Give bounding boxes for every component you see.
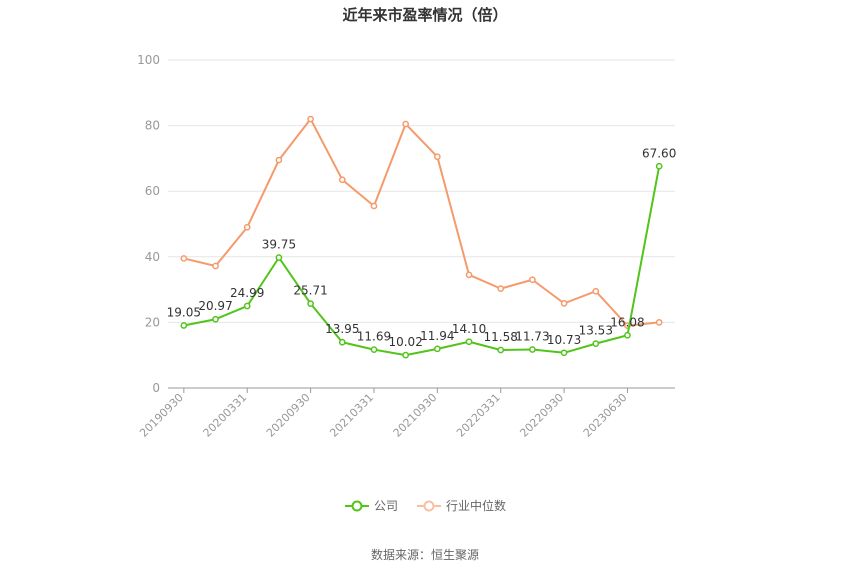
data-point-company: [433, 345, 441, 353]
legend-label-company: 公司: [373, 499, 398, 513]
data-point-company: [529, 346, 536, 353]
legend-company-marker-icon: [344, 500, 369, 511]
legend-item-company[interactable]: 公司: [344, 497, 398, 514]
data-label: 11.58: [484, 330, 518, 344]
legend-label-industry-median: 行业中位数: [446, 499, 507, 513]
x-tick-label: 20190930: [137, 391, 186, 440]
data-label: 11.73: [515, 330, 549, 344]
data-point-industry-median: [592, 287, 600, 295]
x-tick-label: 20210930: [391, 391, 440, 440]
data-label: 67.60: [642, 146, 676, 160]
data-label: 13.95: [325, 322, 359, 336]
data-point-industry-median: [433, 153, 441, 161]
data-point-industry-median: [370, 202, 378, 210]
x-tick-label: 20210331: [327, 391, 376, 440]
series-line-company: [183, 166, 661, 357]
legend: 公司 行业中位数: [0, 497, 850, 514]
data-point-company: [497, 346, 505, 354]
data-point-industry-median: [307, 115, 314, 123]
y-tick-label: 0: [152, 381, 160, 395]
data-point-industry-median: [497, 285, 505, 292]
data-point-industry-median: [338, 176, 346, 184]
data-point-company: [307, 300, 314, 308]
data-point-company: [560, 349, 568, 357]
y-tick-label: 20: [145, 315, 160, 329]
data-point-industry-median: [402, 120, 410, 128]
data-point-company: [180, 322, 188, 329]
data-point-company: [275, 254, 283, 261]
data-point-company: [624, 331, 631, 339]
data-label: 11.69: [357, 330, 391, 344]
data-label: 10.73: [547, 333, 581, 347]
legend-item-industry-median[interactable]: 行业中位数: [416, 497, 506, 514]
data-point-company: [338, 338, 346, 346]
data-label: 13.53: [579, 324, 613, 338]
data-point-industry-median: [180, 255, 188, 262]
source-note: 数据来源：恒生聚源: [370, 548, 479, 562]
chart-title: 近年来市盈率情况（倍）: [342, 6, 508, 24]
x-tick-label: 20230630: [581, 391, 630, 440]
data-point-company: [212, 315, 219, 323]
data-label: 14.10: [452, 322, 486, 336]
data-point-industry-median: [243, 223, 251, 231]
data-point-company: [465, 338, 473, 346]
data-label: 19.05: [167, 306, 201, 320]
legend-industry-marker-icon: [417, 500, 441, 511]
y-tick-label: 80: [145, 119, 160, 133]
x-tick-label: 20220930: [517, 391, 566, 440]
data-label: 16.08: [610, 315, 644, 329]
data-label: 20.97: [198, 299, 232, 313]
x-tick-label: 20200930: [264, 391, 313, 440]
y-tick-label: 40: [145, 250, 160, 264]
data-label: 10.02: [388, 335, 422, 349]
data-label: 11.94: [420, 329, 454, 343]
data-label: 25.71: [293, 284, 327, 298]
data-point-industry-median: [529, 276, 536, 284]
data-point-company: [655, 162, 663, 170]
data-point-industry-median: [465, 271, 473, 279]
x-tick-label: 20220331: [454, 391, 503, 440]
data-label: 39.75: [262, 238, 296, 252]
data-point-industry-median: [655, 319, 663, 326]
data-point-company: [370, 346, 378, 354]
data-label: 24.99: [230, 286, 264, 300]
data-point-industry-median: [275, 156, 283, 164]
series-line-industry-median: [183, 118, 660, 327]
y-tick-label: 60: [145, 184, 160, 198]
x-tick-label: 20200331: [201, 391, 250, 440]
data-point-company: [592, 340, 600, 347]
y-tick-label: 100: [137, 53, 160, 67]
data-point-company: [243, 302, 251, 310]
data-point-industry-median: [212, 262, 219, 270]
data-point-industry-median: [560, 300, 568, 307]
data-point-company: [402, 351, 410, 359]
